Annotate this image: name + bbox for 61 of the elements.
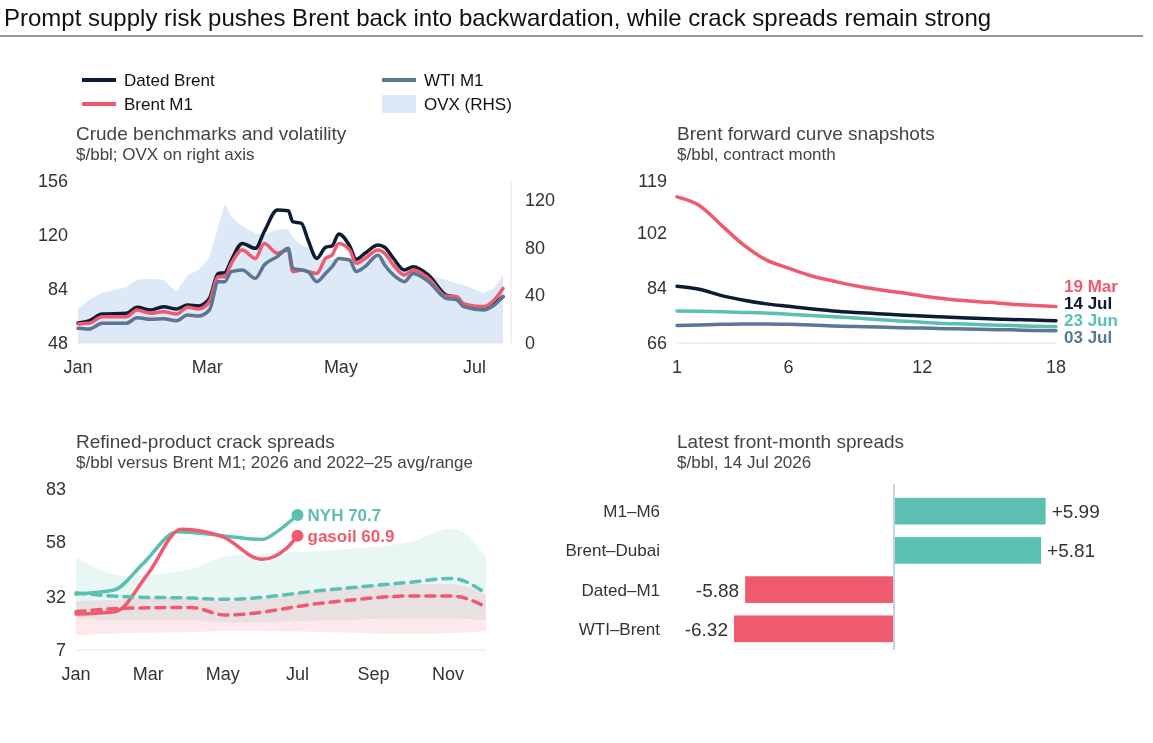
- line-series: [675, 322, 1058, 333]
- y-tick-label: 66: [646, 333, 667, 353]
- x-tick-label: Jul: [286, 664, 310, 684]
- line-series: [675, 309, 1058, 329]
- chart-title: Brent forward curve snapshots: [677, 123, 935, 144]
- legend-label: Brent M1: [124, 95, 193, 114]
- legend-label: OVX (RHS): [424, 95, 512, 114]
- x-tick-label: Nov: [432, 664, 465, 684]
- legend-label: WTI M1: [424, 71, 484, 90]
- chart-subtitle: $/bbl, contract month: [677, 145, 836, 164]
- y2-tick-label: 40: [525, 285, 546, 306]
- y-tick-label: 58: [45, 531, 66, 552]
- y2-tick-label: 120: [525, 190, 556, 211]
- x-tick-label: Jul: [463, 357, 487, 377]
- x-tick-label: 6: [783, 357, 794, 377]
- y2-tick-label: 0: [525, 333, 536, 353]
- y-tick-label: 84: [646, 277, 667, 298]
- annotation: NYH 70.7: [307, 506, 382, 526]
- data-label: +5.99: [1051, 501, 1100, 523]
- y-tick-label: 120: [37, 225, 68, 245]
- x-tick-label: Jan: [63, 357, 93, 377]
- data-label: -5.88: [695, 579, 740, 601]
- y-tick-label: M1–M6: [603, 502, 660, 522]
- y-tick-label: Brent–Dubai: [565, 541, 660, 561]
- y-tick-label: 156: [37, 171, 68, 191]
- x-tick-label: 18: [1045, 357, 1067, 377]
- series-label: 14 Jul: [1064, 294, 1113, 313]
- y-tick-label: 102: [636, 222, 667, 243]
- chart-title: Latest front-month spreads: [677, 431, 905, 452]
- line-series: [675, 195, 1058, 309]
- data-label: +5.81: [1047, 540, 1096, 562]
- legend-label: Dated Brent: [124, 71, 215, 90]
- series-label: 03 Jul: [1064, 328, 1113, 347]
- series-label: 23 Jun: [1064, 311, 1118, 330]
- y-tick-label: Dated–M1: [581, 580, 660, 600]
- chart-subtitle: $/bbl; OVX on right axis: [76, 145, 255, 164]
- chart-subtitle: $/bbl versus Brent M1; 2026 and 2022–25 avg/range: [76, 453, 473, 472]
- chart-title: Crude benchmarks and volatility: [76, 123, 347, 144]
- x-tick-label: May: [205, 664, 240, 684]
- x-tick-label: Jan: [61, 664, 91, 684]
- chart-subtitle: $/bbl, 14 Jul 2026: [677, 453, 812, 472]
- y-tick-label: 48: [47, 333, 68, 353]
- x-tick-label: 1: [671, 357, 683, 377]
- y-tick-label: 84: [47, 279, 68, 299]
- line-series: [675, 284, 1058, 323]
- x-tick-label: 12: [912, 357, 933, 377]
- text: Prompt supply risk pushes Brent back into backwardation, while crack spreads remain strong: [4, 4, 992, 31]
- y-tick-label: 32: [45, 587, 66, 608]
- y-tick-label: WTI–Brent: [578, 619, 661, 639]
- x-tick-label: May: [323, 357, 358, 377]
- x-tick-label: Mar: [191, 357, 223, 377]
- y-tick-label: 119: [638, 171, 667, 191]
- y2-tick-label: 80: [525, 237, 546, 258]
- annotation: gasoil 60.9: [307, 526, 395, 546]
- y-tick-label: 83: [45, 479, 66, 499]
- data-label: -6.32: [684, 618, 728, 640]
- series-label: 19 Mar: [1064, 277, 1119, 296]
- chart-title: Refined-product crack spreads: [76, 431, 335, 452]
- y-tick-label: 7: [55, 640, 66, 660]
- x-tick-label: Mar: [132, 664, 164, 684]
- x-tick-label: Sep: [357, 664, 390, 684]
